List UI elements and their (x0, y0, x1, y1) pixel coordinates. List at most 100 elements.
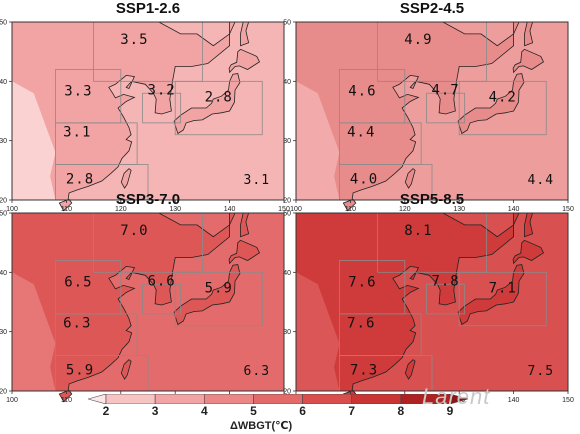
colorbar-tick: 4 (200, 404, 208, 418)
region-box (458, 80, 547, 136)
region-value-west: 3.3 (64, 84, 92, 100)
taiwan-island (120, 168, 132, 189)
region-value-korea: 4.7 (431, 82, 459, 98)
x-tick-label: 120 (115, 206, 127, 213)
region-value-central: 4.4 (347, 125, 375, 141)
y-tick-label: 50 (283, 20, 291, 27)
map-frame (295, 212, 569, 392)
y-tick-label: 20 (0, 389, 7, 396)
region-value-south: 4.0 (350, 171, 378, 187)
watermark-logo: Larent (422, 384, 491, 409)
japan-island (457, 264, 525, 326)
region-value-japan: 7.1 (489, 281, 517, 297)
x-tick-label: 110 (61, 206, 72, 213)
panel-ssp5: SSP5-8.5 100 110 120 130 140 150 20 30 40 50 8.1 7.… (283, 191, 574, 404)
y-tick-label: 40 (283, 79, 291, 86)
region-value-west: 7.6 (348, 275, 376, 291)
y-tick-label: 20 (283, 198, 291, 205)
region-value-north: 8.1 (404, 223, 432, 239)
region-value-south: 2.8 (66, 171, 94, 187)
y-tick-label: 30 (283, 138, 291, 145)
y-tick-label: 40 (0, 79, 7, 86)
map-svg: 100110120130140150203040507.06.56.65.96.… (0, 211, 290, 405)
map-frame (11, 21, 285, 201)
y-tick-label: 30 (283, 329, 291, 336)
hokkaido-island (228, 239, 261, 265)
y-tick-label: 40 (283, 270, 291, 277)
colorbar-tick: 9 (446, 404, 454, 418)
colorbar-label: ΔWBGT(℃) (230, 420, 293, 432)
mainland (295, 212, 568, 392)
colorbar-tick: 5 (250, 404, 257, 418)
region-value-north: 4.9 (404, 32, 432, 48)
colorbar (88, 394, 468, 404)
y-tick-label: 50 (0, 20, 7, 27)
region-value-japan: 4.2 (489, 90, 517, 106)
region-box (142, 92, 182, 124)
x-tick-label: 150 (278, 206, 290, 213)
x-tick-label: 130 (453, 206, 465, 213)
colorbar-tick: 7 (348, 404, 356, 418)
region-value-japan: 5.9 (205, 281, 233, 297)
region-value-west: 6.5 (64, 275, 92, 291)
region-value-north: 3.5 (120, 32, 148, 48)
region-value-west: 4.6 (348, 84, 376, 100)
colorbar-segment (351, 394, 402, 404)
region-value-central: 7.6 (347, 316, 375, 332)
region-box (426, 92, 466, 124)
colorbar-tick: 2 (102, 404, 110, 418)
y-tick-label: 20 (0, 198, 7, 205)
y-tick-label: 50 (283, 211, 291, 218)
panel-ssp3: SSP3-7.0 100110120130140150203040507.06.… (0, 191, 290, 404)
hokkaido-island (512, 239, 545, 265)
x-tick-label: 140 (508, 206, 520, 213)
region-value-south: 5.9 (66, 362, 94, 378)
colorbar-tick: 3 (151, 404, 159, 418)
region-value-central: 6.3 (63, 316, 91, 332)
hainan-island (58, 389, 73, 403)
region-value-korea: 6.6 (147, 273, 175, 289)
panel-ssp2: SSP2-4.5 100 110 120 130 140 150 20 30 40 50 4.9 4.… (283, 0, 574, 213)
y-tick-label: 30 (0, 138, 7, 145)
hainan-island (58, 198, 73, 212)
taiwan-island (120, 359, 132, 380)
japan-island (173, 264, 241, 326)
colorbar-tick: 6 (299, 404, 306, 418)
x-tick-label: 130 (169, 206, 181, 213)
hokkaido-island (228, 48, 261, 74)
region-box (174, 80, 263, 136)
panel-title: SSP5-8.5 (399, 191, 465, 208)
region-box (142, 283, 182, 315)
japan-island (173, 73, 241, 135)
x-tick-label: 100 (6, 206, 18, 213)
region-value-corner: 4.4 (528, 173, 554, 188)
hainan-island (342, 198, 357, 212)
region-value-korea: 3.2 (147, 82, 175, 98)
colorbar-segment (154, 394, 205, 404)
region-value-korea: 7.8 (431, 273, 459, 289)
panel-title: SSP3-7.0 (115, 191, 181, 208)
map-frame (295, 21, 569, 201)
panel-ssp1: SSP1-2.6 100 110 120 130 140 150 20 30 40 50 3.5 3.… (0, 0, 290, 213)
region-box (458, 271, 547, 327)
inland-zone (296, 81, 340, 200)
japan-island (457, 73, 525, 135)
x-tick-label: 150 (562, 206, 574, 213)
inland-zone (296, 272, 340, 391)
x-tick-label: 110 (61, 397, 72, 404)
region-value-japan: 2.8 (205, 90, 233, 106)
x-tick-label: 110 (345, 206, 356, 213)
taiwan-island (404, 359, 416, 380)
hokkaido-island (512, 48, 545, 74)
panel-title: SSP1-2.6 (115, 0, 181, 17)
map-svg: 100110120130140150203040508.17.67.87.17.… (283, 211, 574, 405)
colorbar-segment (302, 394, 353, 404)
colorbar-segment (105, 394, 156, 404)
region-value-central: 3.1 (63, 125, 91, 141)
colorbar-tick: 8 (397, 404, 405, 418)
y-tick-label: 40 (0, 270, 7, 277)
colorbar-high-end (449, 394, 468, 404)
panel-title: SSP2-4.5 (399, 0, 465, 17)
region-value-corner: 6.3 (244, 364, 270, 379)
